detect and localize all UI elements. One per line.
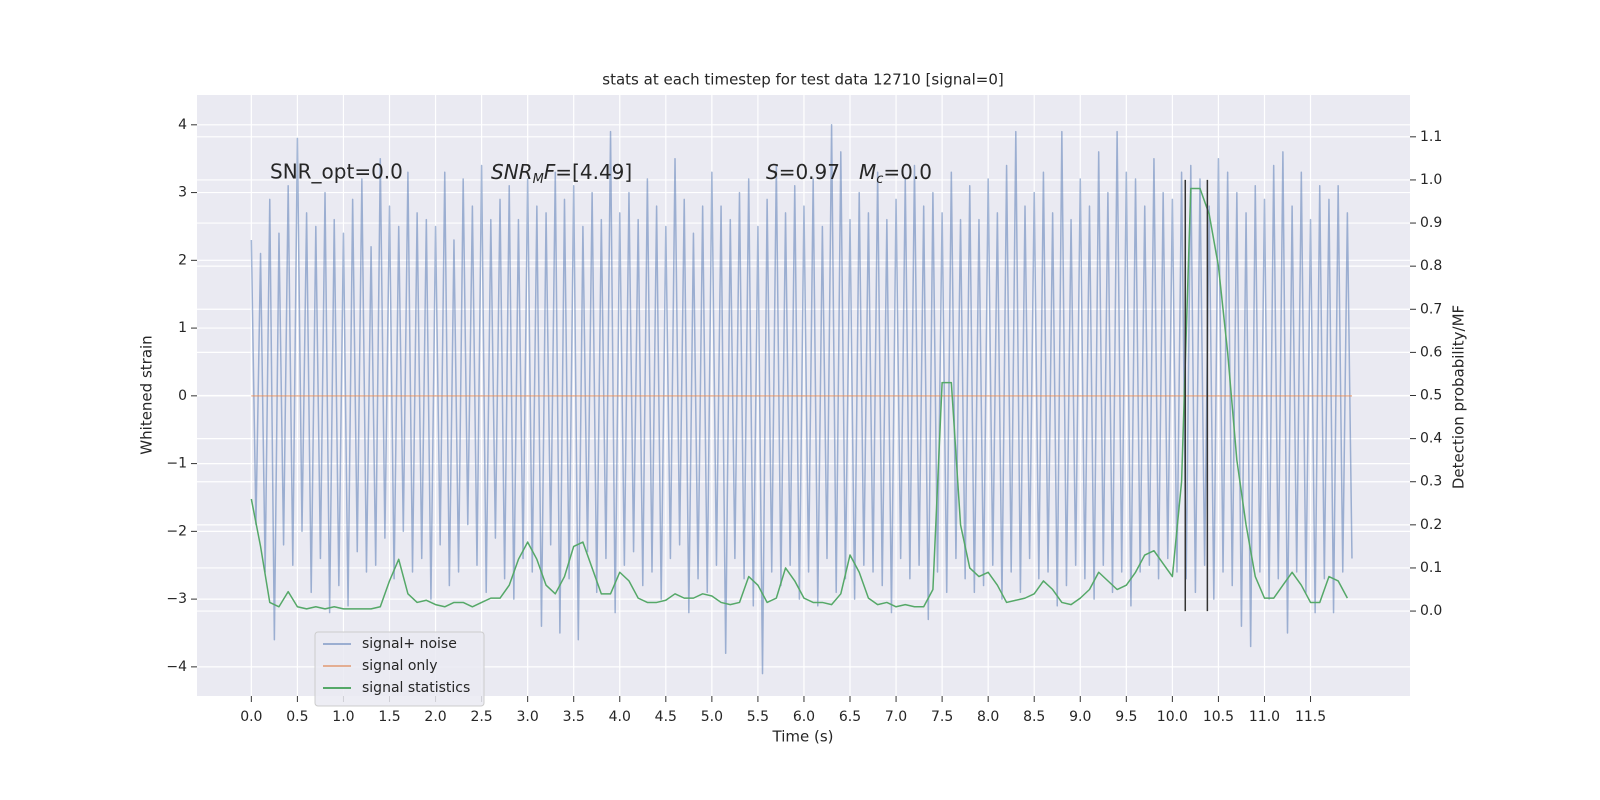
annotation-part: SNR: [491, 160, 533, 184]
x-tick-label: 5.5: [747, 709, 769, 725]
y2-tick-label: 0.4: [1420, 431, 1442, 447]
x-tick-label: 11.5: [1295, 709, 1326, 725]
x-tick-label: 10.5: [1203, 709, 1234, 725]
x-tick-label: 6.0: [793, 709, 815, 725]
y-tick-label: −1: [166, 456, 187, 472]
annotation: SNR_opt=0.0: [270, 160, 403, 184]
legend-box: [314, 631, 485, 707]
x-tick-label: 8.0: [977, 709, 999, 725]
annotation-part: M: [533, 172, 544, 187]
annotation-part: S: [766, 160, 779, 184]
y2-tick-label: 0.7: [1420, 301, 1442, 317]
series-line: [250, 187, 1349, 610]
x-tick-label: 4.5: [655, 709, 677, 725]
annotation-part: F: [544, 160, 556, 184]
y-tick-label: 4: [178, 117, 187, 133]
annotation-part: =0.0: [883, 160, 932, 184]
y2-tick-label: 0.1: [1420, 560, 1442, 576]
x-tick-label: 10.0: [1157, 709, 1188, 725]
x-tick-label: 6.5: [839, 709, 861, 725]
y2-tick-label: 1.0: [1420, 172, 1442, 188]
y-tick-label: −4: [166, 659, 187, 675]
y-tick-label: 1: [178, 320, 187, 336]
y2-axis-label: Detection probability/MF: [1450, 305, 1468, 489]
chart-title: stats at each timestep for test data 127…: [602, 71, 1003, 89]
x-axis-label: Time (s): [772, 728, 834, 746]
x-tick-label: 3.5: [563, 709, 585, 725]
x-tick-label: 4.0: [609, 709, 631, 725]
annotation-part: M: [859, 160, 876, 184]
y-tick-label: 0: [178, 388, 187, 404]
y2-tick-label: 0.3: [1420, 474, 1442, 490]
x-tick-label: 11.0: [1249, 709, 1280, 725]
y-tick-label: 3: [178, 185, 187, 201]
annotation: SNRMF=[4.49]: [491, 160, 632, 187]
x-tick-label: 2.5: [470, 709, 492, 725]
annotation-part: =[4.49]: [555, 160, 632, 184]
series-line: [250, 124, 1353, 675]
legend: signal+ noise signal only signal statistic…: [314, 631, 485, 707]
legend-label: signal statistics: [362, 680, 470, 696]
y2-tick-label: 0.8: [1420, 258, 1442, 274]
x-tick-label: 7.5: [931, 709, 953, 725]
annotation-part: =0.97: [779, 160, 840, 184]
annotation: S=0.97 Mc=0.0: [766, 160, 932, 187]
y2-tick-label: 0.2: [1420, 517, 1442, 533]
x-tick-label: 7.0: [885, 709, 907, 725]
legend-label: signal only: [362, 658, 437, 674]
y2-tick-label: 0.5: [1420, 388, 1442, 404]
y2-tick-label: 1.1: [1420, 129, 1442, 145]
y-tick-label: 2: [178, 252, 187, 268]
x-tick-label: 0.0: [240, 709, 262, 725]
x-tick-label: 3.0: [517, 709, 539, 725]
y-axis-label: Whitened strain: [138, 335, 156, 454]
y2-tick-label: 0.0: [1420, 603, 1442, 619]
x-tick-label: 1.5: [378, 709, 400, 725]
x-tick-label: 8.5: [1023, 709, 1045, 725]
x-tick-label: 5.0: [701, 709, 723, 725]
axes: 0.0 0.5 1.0 1.5 2.0 2.5 3.0 3.5 4.0 4.5 5.0 5.5 6.0 6…: [166, 117, 1442, 725]
marks: [250, 124, 1353, 675]
x-tick-label: 9.5: [1115, 709, 1137, 725]
x-tick-label: 2.0: [424, 709, 446, 725]
x-tick-label: 9.0: [1069, 709, 1091, 725]
y-tick-label: −2: [166, 523, 187, 539]
y2-tick-label: 0.6: [1420, 344, 1442, 360]
legend-label: signal+ noise: [362, 636, 457, 652]
y-tick-label: −3: [166, 591, 187, 607]
x-tick-label: 0.5: [286, 709, 308, 725]
annotation-part: c: [876, 172, 883, 187]
x-tick-label: 1.0: [332, 709, 354, 725]
y2-tick-label: 0.9: [1420, 215, 1442, 231]
